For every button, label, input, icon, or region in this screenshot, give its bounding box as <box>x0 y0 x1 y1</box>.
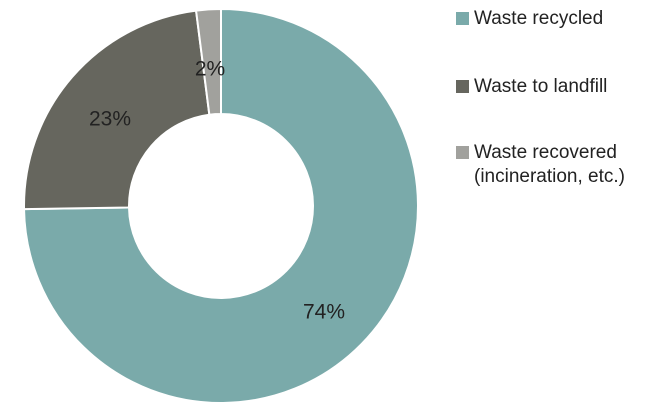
legend-label-waste-to-landfill: Waste to landfill <box>474 75 607 99</box>
donut-slice-waste-recovered-incineration-etc <box>194 7 222 116</box>
legend-swatch-waste-to-landfill <box>456 80 469 93</box>
legend-label-waste-recovered: Waste recovered (incineration, etc.) <box>474 141 625 189</box>
legend-label-line: Waste recycled <box>474 8 604 29</box>
donut-slice-waste-recycled <box>23 7 419 403</box>
legend-label-line: (incineration, etc.) <box>474 166 626 187</box>
legend-label-line: Waste recovered <box>474 142 617 163</box>
donut-slice-waste-to-landfill <box>23 9 211 211</box>
legend-label-line: Waste to landfill <box>474 76 608 97</box>
legend-label-waste-recycled: Waste recycled <box>474 7 603 31</box>
slice-label-waste-recovered-incineration-etc: 2% <box>195 58 225 81</box>
slice-label-waste-recycled: 74% <box>303 301 345 324</box>
legend-swatch-waste-recycled <box>456 12 469 25</box>
legend-item-waste-recycled: Waste recycled <box>456 7 646 31</box>
legend-item-waste-recovered: Waste recovered (incineration, etc.) <box>456 141 646 189</box>
chart-legend: Waste recycled Waste to landfill Waste r… <box>456 7 646 233</box>
legend-swatch-waste-recovered <box>456 146 469 159</box>
slice-label-waste-to-landfill: 23% <box>89 108 131 131</box>
legend-item-waste-to-landfill: Waste to landfill <box>456 75 646 99</box>
